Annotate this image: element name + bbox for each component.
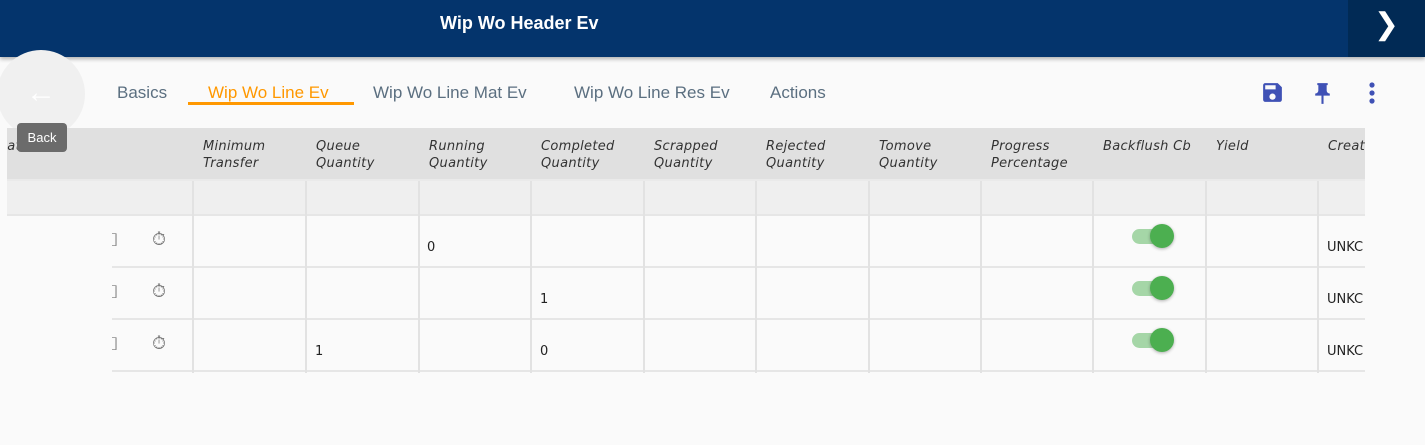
clipboard-icon[interactable]: ⌷ [108, 230, 119, 250]
column-header-progress-percentage[interactable]: Progress Percentage [991, 139, 1068, 171]
app-header: Wip Wo Header Ev ❯ [0, 0, 1425, 57]
column-header-running-quantity[interactable]: Running Quantity [429, 139, 488, 171]
column-header-queue-quantity[interactable]: Queue Quantity [316, 139, 375, 171]
active-tab-indicator [188, 102, 354, 105]
backflush-toggle[interactable] [1130, 276, 1176, 300]
created-cell: UNKC [1327, 292, 1364, 307]
timer-icon[interactable]: ⏱ [152, 229, 167, 249]
save-icon[interactable] [1260, 80, 1285, 105]
table-row[interactable]: ⌷ ⏱ 1 0 UNKC [7, 320, 1365, 372]
table-row[interactable]: ⌷ ⏱ 0 UNKC [7, 216, 1365, 268]
column-header-tomove-quantity[interactable]: Tomove Quantity [879, 139, 938, 171]
tab-wip-wo-line-ev[interactable]: Wip Wo Line Ev [208, 83, 329, 102]
pin-icon[interactable] [1310, 80, 1335, 107]
column-divider [418, 181, 420, 373]
column-header-minimum-transfer[interactable]: Minimum Transfer [203, 139, 266, 171]
more-vert-icon[interactable] [1362, 80, 1382, 107]
timer-icon[interactable]: ⏱ [152, 281, 167, 301]
column-divider [980, 181, 982, 373]
clipboard-icon[interactable]: ⌷ [108, 334, 119, 354]
column-header-scrapped-quantity[interactable]: Scrapped Quantity [654, 139, 718, 171]
page-title: Wip Wo Header Ev [440, 13, 599, 33]
column-divider [643, 181, 645, 373]
column-divider [305, 181, 307, 373]
tab-wip-wo-line-mat-ev[interactable]: Wip Wo Line Mat Ev [373, 83, 527, 102]
tab-wip-wo-line-res-ev[interactable]: Wip Wo Line Res Ev [574, 83, 730, 102]
column-divider [192, 181, 194, 373]
backflush-toggle[interactable] [1130, 328, 1176, 352]
column-header-backflush-cb[interactable]: Backflush Cb [1103, 139, 1192, 154]
column-divider [755, 181, 757, 373]
column-header-rejected-quantity[interactable]: Rejected Quantity [766, 139, 826, 171]
tab-basics[interactable]: Basics [117, 83, 168, 102]
column-header-created[interactable]: Creat [1328, 139, 1365, 154]
running-quantity-cell: 0 [427, 240, 436, 255]
column-divider [1205, 181, 1207, 373]
arrow-left-icon: ← [26, 76, 56, 109]
column-header-yield[interactable]: Yield [1216, 139, 1249, 154]
backflush-toggle[interactable] [1130, 224, 1176, 248]
clipboard-icon[interactable]: ⌷ [108, 282, 119, 302]
column-header-completed-quantity[interactable]: Completed Quantity [541, 139, 615, 171]
back-tooltip: Back [17, 123, 67, 152]
table-row[interactable]: ⌷ ⏱ 1 UNKC [7, 268, 1365, 320]
created-cell: UNKC [1327, 344, 1364, 359]
filter-row[interactable] [7, 181, 1365, 216]
completed-quantity-cell: 0 [540, 344, 549, 359]
column-divider [530, 181, 532, 373]
tab-actions[interactable]: Actions [770, 83, 826, 102]
created-cell: UNKC [1327, 240, 1364, 255]
column-divider [1092, 181, 1094, 373]
next-button[interactable]: ❯ [1348, 0, 1425, 57]
completed-quantity-cell: 1 [540, 292, 549, 307]
column-divider [868, 181, 870, 373]
queue-quantity-cell: 1 [315, 344, 324, 359]
column-divider [1317, 181, 1319, 373]
timer-icon[interactable]: ⏱ [152, 333, 167, 353]
chevron-right-icon: ❯ [1373, 8, 1400, 41]
